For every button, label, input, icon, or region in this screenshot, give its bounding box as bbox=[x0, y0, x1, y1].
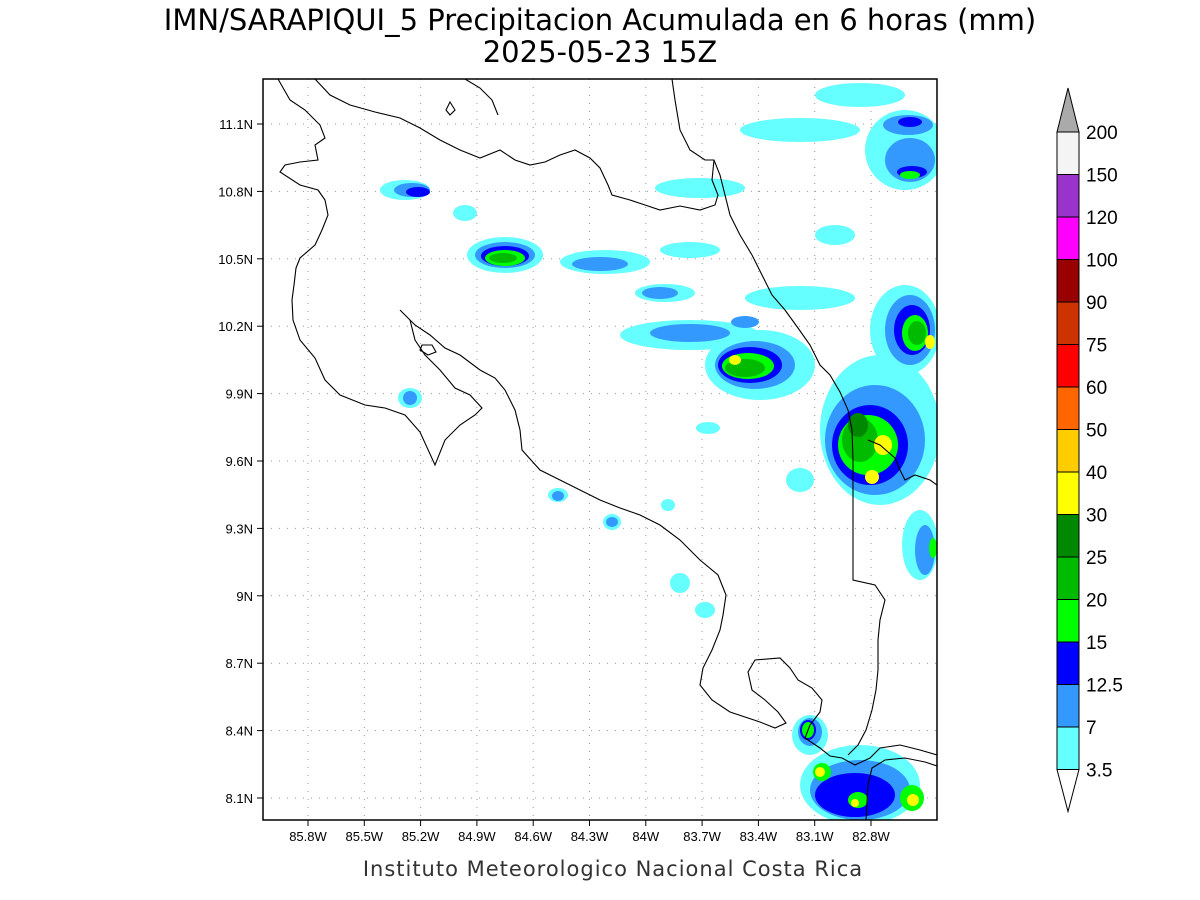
coast-segment-east bbox=[867, 439, 937, 486]
colorbar-label: 100 bbox=[1086, 251, 1118, 272]
colorbar-swatch bbox=[1056, 599, 1080, 643]
colorbar-label: 60 bbox=[1086, 378, 1107, 399]
lon-tick-label: 85.5W bbox=[346, 829, 384, 844]
colorbar-label: 15 bbox=[1086, 633, 1107, 654]
colorbar-swatch bbox=[1056, 471, 1080, 515]
colorbar-swatch bbox=[1056, 429, 1080, 473]
nicaragua-border bbox=[314, 79, 719, 211]
lat-tick-label: 9.6N bbox=[226, 454, 253, 469]
colorbar-label: 25 bbox=[1086, 548, 1107, 569]
lon-tick-label: 85.8W bbox=[289, 829, 327, 844]
lon-tick-label: 84.3W bbox=[571, 829, 609, 844]
colorbar-swatch bbox=[1056, 386, 1080, 430]
lon-tick-label: 82.8W bbox=[852, 829, 890, 844]
caribbean-coast-panama-border bbox=[671, 79, 886, 756]
lon-tick-label: 85.2W bbox=[402, 829, 440, 844]
colorbar-swatch bbox=[1056, 344, 1080, 388]
lon-tick-label: 83.7W bbox=[683, 829, 721, 844]
colorbar-over-triangle bbox=[1056, 87, 1080, 133]
colorbar-label: 90 bbox=[1086, 293, 1107, 314]
figure-title: IMN/SARAPIQUI_5 Precipitacion Acumulada … bbox=[164, 3, 1036, 37]
lake-outline bbox=[464, 79, 499, 116]
lon-tick-label: 84W bbox=[632, 829, 659, 844]
lon-tick-label: 84.6W bbox=[514, 829, 552, 844]
colorbar-label: 120 bbox=[1086, 208, 1118, 229]
lat-tick-label: 9.3N bbox=[226, 521, 253, 536]
colorbar-swatch bbox=[1056, 514, 1080, 558]
colorbar-legend: 200 150 120 100 90 75 60 50 40 30 25 20 15 12.5 7 3.5 bbox=[1056, 87, 1123, 814]
lat-tick-label: 10.2N bbox=[218, 319, 253, 334]
lat-tick-label: 10.5N bbox=[218, 252, 253, 267]
colorbar-label: 30 bbox=[1086, 506, 1107, 527]
colorbar-swatch bbox=[1056, 684, 1080, 728]
colorbar-label: 200 bbox=[1086, 123, 1118, 144]
colorbar-label: 50 bbox=[1086, 421, 1107, 442]
colorbar-swatch bbox=[1056, 641, 1080, 685]
colorbar-swatch bbox=[1056, 726, 1080, 770]
colorbar-swatch bbox=[1056, 216, 1080, 260]
colorbar-swatch bbox=[1056, 174, 1080, 218]
colorbar-swatch bbox=[1056, 556, 1080, 600]
colorbar-under-triangle bbox=[1056, 769, 1080, 814]
colorbar-label: 20 bbox=[1086, 591, 1107, 612]
coastlines-and-borders bbox=[277, 79, 937, 820]
small-island-outline bbox=[445, 100, 456, 116]
precip-25-30-areas bbox=[848, 413, 868, 437]
colorbar-label: 3.5 bbox=[1086, 761, 1112, 782]
coast-segment-south bbox=[865, 757, 937, 820]
colorbar-label: 75 bbox=[1086, 336, 1107, 357]
lat-tick-label: 8.7N bbox=[226, 656, 253, 671]
footer-credit: Instituto Meteorologico Nacional Costa R… bbox=[363, 857, 863, 881]
colorbar-label: 7 bbox=[1086, 718, 1097, 739]
lon-tick-label: 83.1W bbox=[796, 829, 834, 844]
colorbar-label: 12.5 bbox=[1086, 676, 1123, 697]
grid-lines bbox=[263, 79, 937, 820]
figure-subtitle-date: 2025-05-23 15Z bbox=[483, 35, 718, 69]
longitude-axis: 85.8W 85.5W 85.2W 84.9W 84.6W 84.3W 84W 83.7W 83… bbox=[289, 820, 891, 844]
colorbar-swatch bbox=[1056, 259, 1080, 303]
lat-tick-label: 8.4N bbox=[226, 724, 253, 739]
lon-tick-label: 84.9W bbox=[458, 829, 496, 844]
colorbar-label: 40 bbox=[1086, 463, 1107, 484]
precip-30-40-areas bbox=[729, 335, 935, 807]
colorbar-swatch bbox=[1056, 131, 1080, 175]
island-outline bbox=[419, 344, 437, 356]
map-frame bbox=[262, 78, 938, 821]
map-content bbox=[263, 79, 937, 820]
lat-tick-label: 9.9N bbox=[226, 387, 253, 402]
lat-tick-label: 9N bbox=[236, 589, 253, 604]
lat-tick-label: 8.1N bbox=[226, 791, 253, 806]
lat-tick-label: 10.8N bbox=[218, 184, 253, 199]
latitude-axis: 11.1N 10.8N 10.5N 10.2N 9.9N 9.6N 9.3N 9N 8.7N 8.… bbox=[218, 117, 263, 806]
pacific-coastline bbox=[277, 79, 937, 766]
lat-tick-label: 11.1N bbox=[219, 117, 253, 132]
lon-tick-label: 83.4W bbox=[740, 829, 778, 844]
colorbar-swatch bbox=[1056, 301, 1080, 345]
colorbar-label: 150 bbox=[1086, 166, 1118, 187]
